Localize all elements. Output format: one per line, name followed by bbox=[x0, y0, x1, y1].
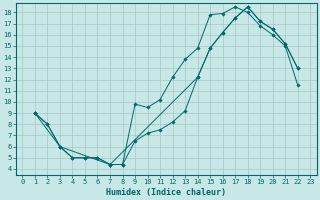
X-axis label: Humidex (Indice chaleur): Humidex (Indice chaleur) bbox=[106, 188, 226, 197]
